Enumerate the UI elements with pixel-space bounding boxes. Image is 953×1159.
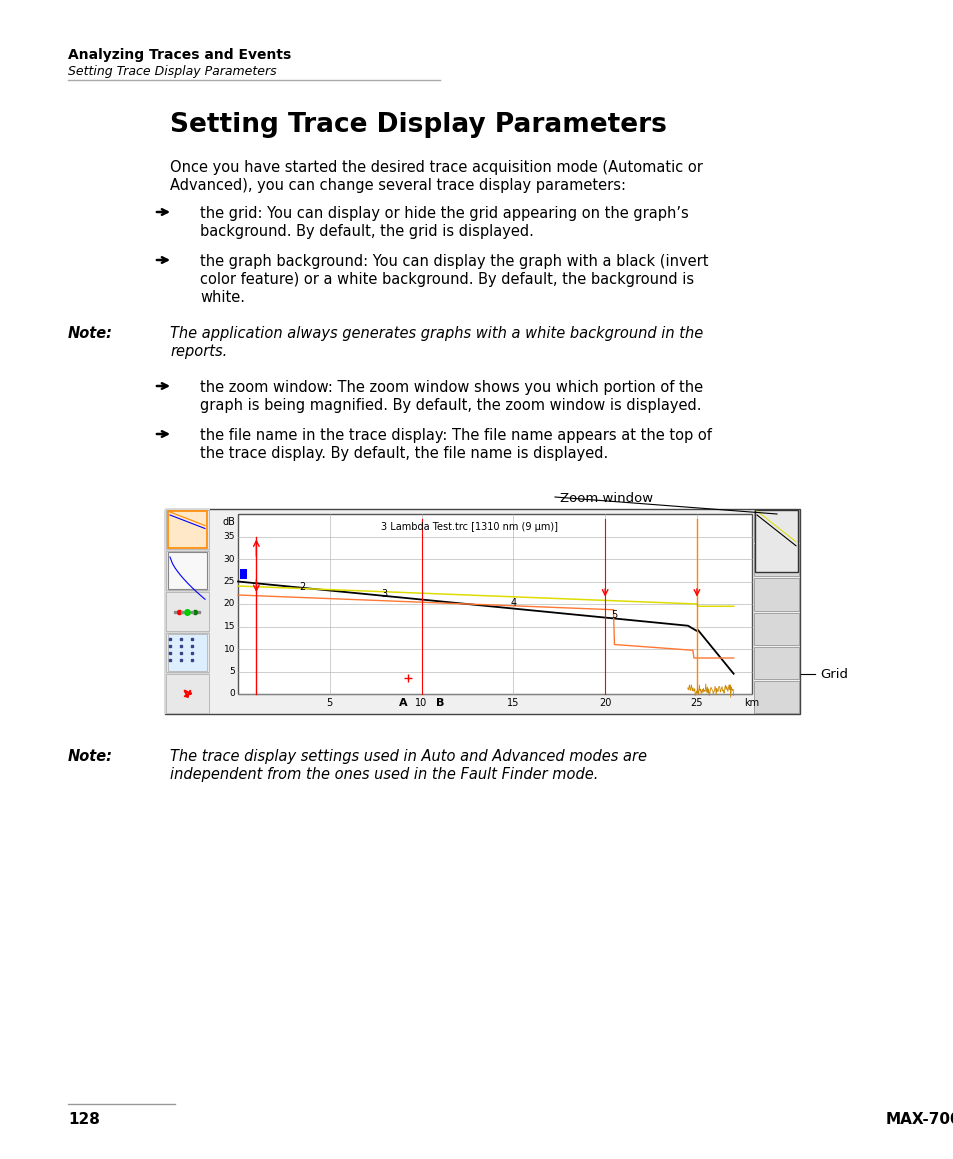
Text: 10: 10 [223,644,234,654]
Text: The trace display settings used in Auto and Advanced modes are: The trace display settings used in Auto … [170,749,646,764]
Text: white.: white. [200,290,245,305]
Text: 20: 20 [598,698,611,708]
Text: Advanced), you can change several trace display parameters:: Advanced), you can change several trace … [170,178,625,194]
Text: Grid: Grid [820,668,847,680]
Text: independent from the ones used in the Fault Finder mode.: independent from the ones used in the Fa… [170,767,598,782]
Text: the zoom window: The zoom window shows you which portion of the: the zoom window: The zoom window shows y… [200,380,702,395]
Bar [753,510,799,542]
Bar [168,552,207,589]
Text: 25: 25 [223,577,234,586]
Text: 3: 3 [381,589,388,599]
Bar [753,680,799,713]
Text: 3 Lambda Test.trc [1310 nm (9 μm)]: 3 Lambda Test.trc [1310 nm (9 μm)] [380,522,558,532]
Text: 128: 128 [68,1111,100,1127]
Text: reports.: reports. [170,344,227,359]
Bar [166,633,209,672]
Text: 15: 15 [223,622,234,630]
Text: the grid: You can display or hide the grid appearing on the graph’s: the grid: You can display or hide the gr… [200,206,688,221]
Text: 2: 2 [299,583,305,592]
Bar [753,578,799,611]
Bar [753,612,799,644]
Text: The application always generates graphs with a white background in the: The application always generates graphs … [170,326,702,341]
Bar [166,592,209,630]
Text: Zoom window: Zoom window [559,493,653,505]
Bar [168,634,207,671]
Bar [240,569,247,580]
Bar [166,675,209,713]
Text: graph is being magnified. By default, the zoom window is displayed.: graph is being magnified. By default, th… [200,398,700,413]
Bar [237,513,751,694]
Text: 5: 5 [326,698,333,708]
Text: MAX-700: MAX-700 [885,1111,953,1127]
Text: the trace display. By default, the file name is displayed.: the trace display. By default, the file … [200,446,608,461]
Bar [168,511,207,548]
Text: color feature) or a white background. By default, the background is: color feature) or a white background. By… [200,272,694,287]
Text: 30: 30 [223,554,234,563]
Text: 15: 15 [507,698,519,708]
Bar [165,509,800,714]
Text: B: B [436,698,444,708]
Bar [166,510,209,549]
Text: Once you have started the desired trace acquisition mode (Automatic or: Once you have started the desired trace … [170,160,702,175]
Bar [754,510,797,571]
Text: 10: 10 [415,698,427,708]
Text: 5: 5 [229,666,234,676]
Text: background. By default, the grid is displayed.: background. By default, the grid is disp… [200,224,534,239]
Bar [165,509,210,714]
Text: Setting Trace Display Parameters: Setting Trace Display Parameters [68,65,276,78]
Text: dB: dB [222,517,234,527]
Text: km: km [743,698,759,708]
Bar [166,551,209,590]
Text: the file name in the trace display: The file name appears at the top of: the file name in the trace display: The … [200,428,711,443]
Text: A: A [398,698,407,708]
Text: 35: 35 [223,532,234,541]
Bar [753,647,799,679]
Text: Note:: Note: [68,749,112,764]
Bar [753,545,799,576]
Text: the graph background: You can display the graph with a black (invert: the graph background: You can display th… [200,254,708,269]
Text: 5: 5 [611,610,617,620]
Text: Setting Trace Display Parameters: Setting Trace Display Parameters [170,112,666,138]
Text: 25: 25 [690,698,702,708]
Text: Note:: Note: [68,326,112,341]
Text: Analyzing Traces and Events: Analyzing Traces and Events [68,48,291,61]
Text: 20: 20 [223,599,234,608]
Text: 0: 0 [229,690,234,699]
Text: 4: 4 [510,598,516,608]
